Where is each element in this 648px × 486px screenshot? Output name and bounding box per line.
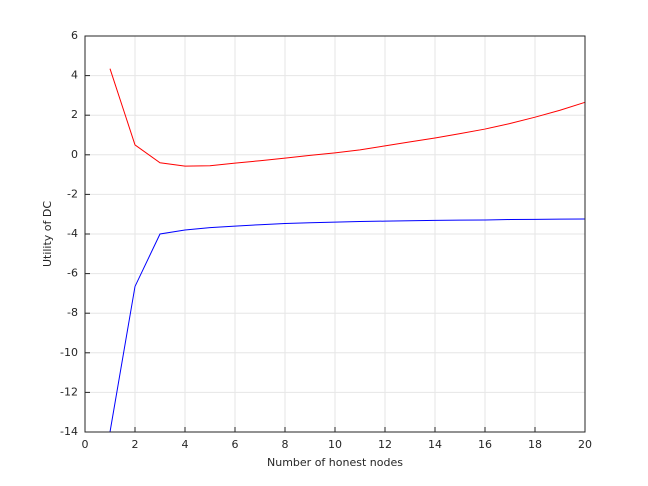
series-line — [109, 218, 586, 433]
x-tick-label: 12 — [378, 438, 392, 451]
x-tick-label: 6 — [232, 438, 239, 451]
x-tick-label: 20 — [578, 438, 592, 451]
y-tick-label: 2 — [71, 108, 78, 121]
x-tick-label: 0 — [82, 438, 89, 451]
y-tick-label: -14 — [60, 425, 78, 438]
y-tick-label: -6 — [67, 267, 78, 280]
x-tick-label: 14 — [428, 438, 442, 451]
y-tick-label: -4 — [67, 227, 78, 240]
y-tick-label: 6 — [71, 29, 78, 42]
y-tick-label: -10 — [60, 346, 78, 359]
y-tick-label: -8 — [67, 306, 78, 319]
x-tick-label: 4 — [182, 438, 189, 451]
y-tick-label: 4 — [71, 69, 78, 82]
x-tick-label: 18 — [528, 438, 542, 451]
x-tick-label: 10 — [328, 438, 342, 451]
y-tick-label: -12 — [60, 385, 78, 398]
x-axis-label: Number of honest nodes — [267, 456, 403, 469]
x-tick-label: 2 — [132, 438, 139, 451]
x-tick-label: 8 — [282, 438, 289, 451]
y-axis-label: Utility of DC — [41, 201, 54, 267]
y-tick-label: 0 — [71, 148, 78, 161]
x-tick-label: 16 — [478, 438, 492, 451]
y-tick-label: -2 — [67, 187, 78, 200]
series-line — [109, 68, 586, 167]
